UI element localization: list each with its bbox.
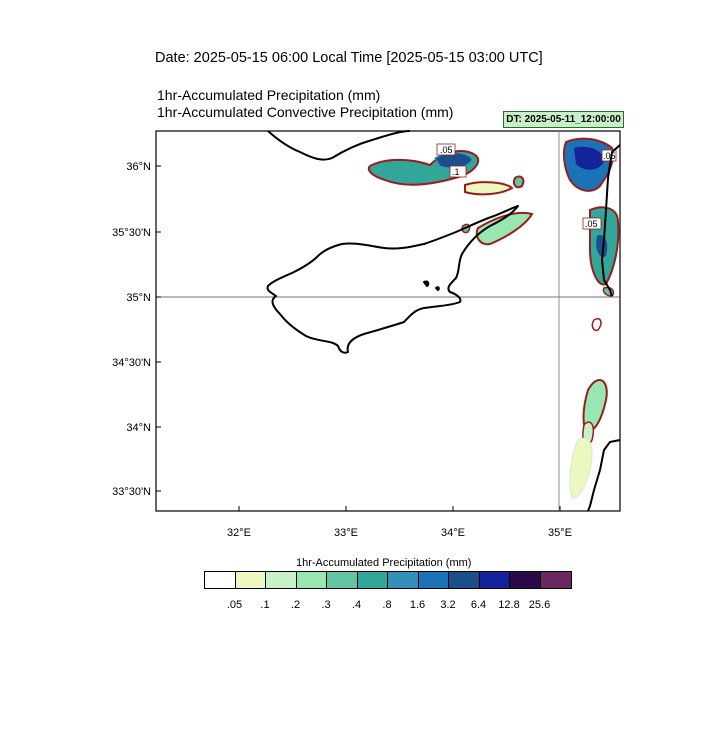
colorbar-tick-label: .1 [260, 599, 270, 611]
date-title: Date: 2025-05-15 06:00 Local Time [2025-… [155, 50, 543, 66]
colorbar-tick-label: .4 [351, 599, 362, 611]
lon-label: 35°E [548, 527, 572, 539]
contour-label: .05 [585, 219, 598, 229]
colorbar-tick-label: 3.2 [440, 599, 456, 611]
contour-labels: .05 .1 .05 .05 [436, 143, 617, 230]
lon-label: 32°E [227, 527, 251, 539]
variable-title-convective: 1hr-Accumulated Convective Precipitation… [157, 104, 454, 120]
colorbar-swatch [266, 572, 297, 588]
colorbar-swatch [449, 572, 480, 588]
colorbar-swatch [235, 572, 266, 588]
colorbar-tick-label: 6.4 [470, 599, 487, 611]
colorbar-tick-label: .8 [382, 599, 392, 611]
colorbar-swatch [510, 572, 541, 588]
colorbar-swatch [388, 572, 419, 588]
colorbar-swatch [479, 572, 510, 588]
lat-label: 34°30'N [112, 357, 151, 369]
colorbar-swatch [540, 572, 571, 588]
colorbar-tick-label: .05 [226, 599, 243, 611]
lat-label: 35°30'N [112, 227, 151, 239]
colorbar-swatch [296, 572, 327, 588]
lat-label: 34°N [126, 422, 151, 434]
lon-label: 34°E [441, 527, 465, 539]
lon-label: 33°E [334, 527, 358, 539]
lat-label: 35°N [126, 292, 151, 304]
axis-ticks [156, 165, 561, 511]
colorbar-tick-label: 12.8 [498, 599, 520, 611]
latitude-labels: 36°N 35°30'N 35°N 34°30'N 34°N 33°30'N [112, 161, 151, 498]
lat-label: 36°N [126, 161, 151, 173]
dt-badge: DT: 2025-05-11_12:00:00 [503, 111, 624, 128]
colorbar-tick-label: 25.6 [528, 599, 551, 611]
colorbar-title: 1hr-Accumulated Precipitation (mm) [296, 557, 472, 569]
map-frame [155, 130, 621, 512]
colorbar-tick-label: 1.6 [409, 599, 426, 611]
colorbar-tick-label: .3 [321, 599, 331, 611]
colorbar [204, 571, 572, 589]
lat-label: 33°30'N [112, 486, 151, 498]
longitude-labels: 32°E 33°E 34°E 35°E [227, 527, 572, 539]
colorbar-swatch [205, 572, 236, 588]
contour-label: .05 [603, 151, 616, 161]
coastline [266, 130, 621, 512]
contour-label: .05 [440, 145, 453, 155]
colorbar-swatch [418, 572, 449, 588]
variable-title-precip: 1hr-Accumulated Precipitation (mm) [157, 87, 381, 103]
colorbar-swatch [327, 572, 358, 588]
colorbar-tick-label: .2 [290, 599, 301, 611]
contour-label: .1 [452, 167, 460, 177]
colorbar-swatch [357, 572, 388, 588]
